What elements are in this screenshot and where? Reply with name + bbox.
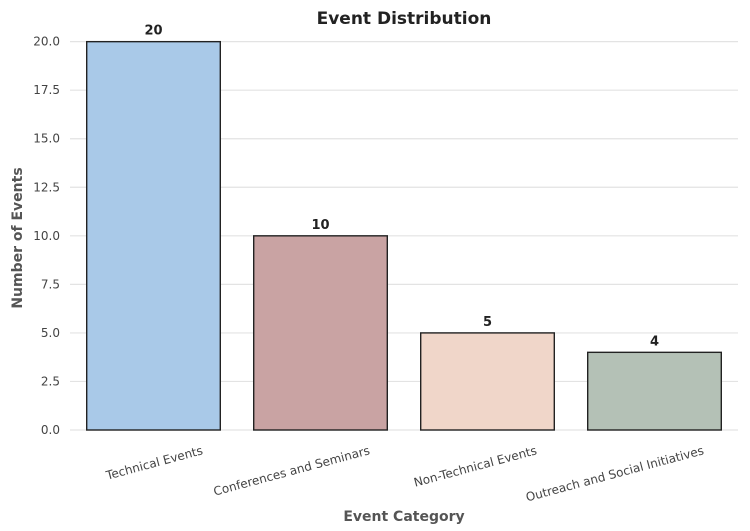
x-tick-label: Conferences and Seminars <box>212 443 371 498</box>
bar-data-label: 5 <box>483 315 492 330</box>
y-axis-ticks: 0.0 2.5 5.0 7.5 10.0 12.5 15.0 17.5 20.0 <box>33 35 60 437</box>
data-labels: 20 10 5 4 <box>144 24 659 350</box>
y-tick-label: 7.5 <box>41 277 60 291</box>
x-tick-label: Non-Technical Events <box>412 443 538 489</box>
x-tick-label: Technical Events <box>104 443 205 483</box>
bar-data-label: 10 <box>311 218 329 233</box>
x-axis-label: Event Category <box>343 509 464 525</box>
bar <box>252 235 389 431</box>
chart-title: Event Distribution <box>317 9 492 29</box>
bar-data-label: 20 <box>144 24 162 39</box>
bar <box>85 40 222 431</box>
y-tick-label: 17.5 <box>33 83 60 97</box>
y-axis-label: Number of Events <box>10 167 26 308</box>
y-tick-label: 5.0 <box>41 326 60 340</box>
bar <box>587 351 723 431</box>
y-tick-label: 12.5 <box>33 180 60 194</box>
x-tick-label: Outreach and Social Initiatives <box>524 443 705 504</box>
y-tick-label: 20.0 <box>33 35 60 49</box>
y-tick-label: 15.0 <box>33 132 60 146</box>
bar <box>420 332 556 431</box>
bars <box>85 40 723 431</box>
bar-data-label: 4 <box>650 334 659 349</box>
y-tick-label: 10.0 <box>33 229 60 243</box>
y-tick-label: 2.5 <box>41 374 60 388</box>
x-axis-ticks: Technical Events Conferences and Seminars… <box>104 443 706 504</box>
y-tick-label: 0.0 <box>41 423 60 437</box>
